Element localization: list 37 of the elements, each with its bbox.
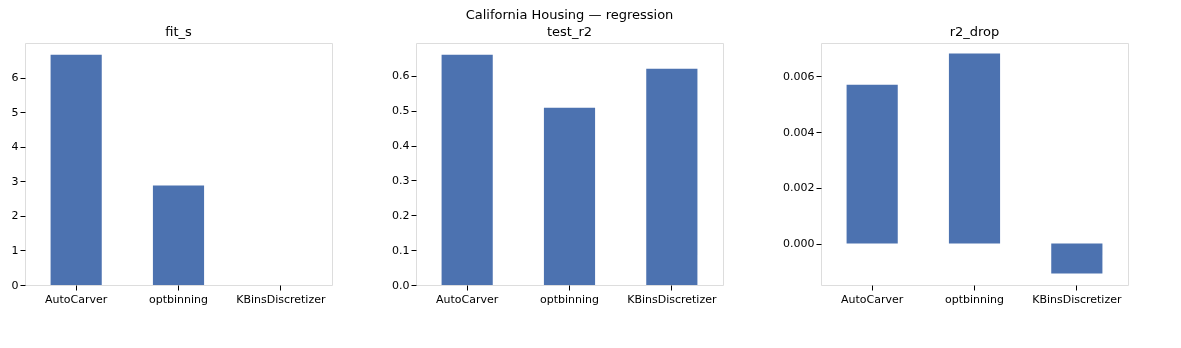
y-tick-label: 5 bbox=[11, 105, 19, 119]
y-tick-label: 0.2 bbox=[392, 208, 410, 222]
y-tick-label: 0.002 bbox=[783, 181, 815, 195]
y-tick-label: 0 bbox=[11, 278, 19, 292]
y-tick-label: 0.0 bbox=[392, 278, 410, 292]
x-tick-label: optbinning bbox=[148, 292, 209, 306]
x-tick-label: KBinsDiscretizer bbox=[1032, 292, 1122, 306]
y-tick-label: 0.6 bbox=[392, 69, 410, 83]
x-tick-label: KBinsDiscretizer bbox=[627, 292, 717, 306]
chart-title: test_r2 bbox=[546, 24, 593, 39]
y-tick-label: 1 bbox=[11, 243, 19, 257]
text: California Housing — regression bbox=[465, 6, 674, 22]
x-tick-label: optbinning bbox=[539, 292, 600, 306]
bar bbox=[646, 68, 698, 285]
bar bbox=[948, 53, 1001, 244]
x-tick-label: KBinsDiscretizer bbox=[236, 292, 326, 306]
bar bbox=[441, 54, 493, 285]
y-tick-label: 0.4 bbox=[392, 139, 410, 153]
y-tick-label: 0.3 bbox=[392, 173, 410, 187]
bar bbox=[1051, 243, 1103, 274]
y-tick-label: 6 bbox=[11, 71, 19, 85]
x-tick-label: AutoCarver bbox=[45, 292, 108, 306]
y-tick-label: 0.000 bbox=[783, 237, 815, 251]
x-tick-label: AutoCarver bbox=[841, 292, 904, 306]
y-tick-label: 3 bbox=[11, 174, 19, 188]
y-tick-label: 0.004 bbox=[783, 125, 815, 139]
bar bbox=[846, 84, 898, 244]
x-tick-label: AutoCarver bbox=[436, 292, 499, 306]
chart-title: fit_s bbox=[165, 24, 192, 39]
y-tick-label: 0.1 bbox=[392, 243, 410, 257]
y-tick-label: 0.006 bbox=[783, 69, 815, 83]
y-tick-label: 0.5 bbox=[392, 104, 410, 118]
chart-title: r2_drop bbox=[949, 24, 1000, 39]
y-tick-label: 4 bbox=[11, 140, 19, 154]
x-tick-label: optbinning bbox=[944, 292, 1005, 306]
bar bbox=[543, 107, 596, 285]
y-tick-label: 2 bbox=[11, 209, 19, 223]
